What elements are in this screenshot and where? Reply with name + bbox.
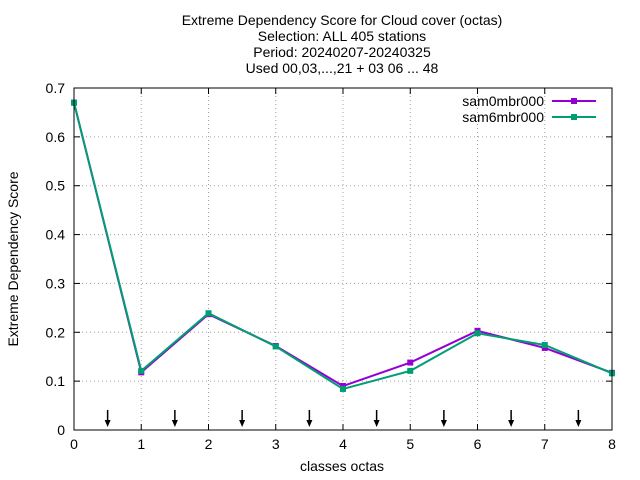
y-tick-label: 0.2 xyxy=(46,324,66,340)
x-tick-label: 5 xyxy=(406,436,414,452)
legend-label: sam6mbr000 xyxy=(462,109,544,125)
arrow-marker xyxy=(171,410,178,427)
data-point xyxy=(340,385,346,392)
data-point xyxy=(407,359,414,366)
arrow-marker xyxy=(508,410,515,427)
x-tick-label: 1 xyxy=(137,436,145,452)
y-tick-label: 0.5 xyxy=(46,178,66,194)
y-tick-label: 0.3 xyxy=(46,275,66,291)
y-axis-ticks: 0 0.1 0.2 0.3 0.4 0.5 0.6 0.7 xyxy=(46,80,612,438)
chart-title: Extreme Dependency Score for Cloud cover… xyxy=(182,12,503,76)
plot-border xyxy=(73,87,613,431)
y-tick-label: 0.7 xyxy=(46,80,66,96)
legend-marker xyxy=(571,114,577,120)
data-point xyxy=(272,343,279,350)
x-tick-label: 0 xyxy=(70,436,78,452)
arrow-marker xyxy=(440,410,447,427)
x-tick-label: 8 xyxy=(608,436,616,452)
legend-marker xyxy=(571,98,577,104)
arrow-markers xyxy=(104,410,582,427)
y-tick-label: 0.6 xyxy=(46,129,66,145)
data-point xyxy=(407,367,414,374)
y-axis-label: Extreme Dependency Score xyxy=(5,171,21,346)
series-line xyxy=(73,102,613,391)
series-group xyxy=(71,99,615,392)
arrow-marker xyxy=(373,410,380,427)
title-line-1: Extreme Dependency Score for Cloud cover… xyxy=(182,12,503,28)
arrow-marker xyxy=(306,410,313,427)
x-tick-label: 6 xyxy=(474,436,482,452)
data-point xyxy=(205,310,212,317)
y-tick-label: 0.1 xyxy=(46,373,66,389)
title-line-4: Used 00,03,...,21 + 03 06 ... 48 xyxy=(246,60,439,76)
title-line-3: Period: 20240207-20240325 xyxy=(253,44,431,60)
grid xyxy=(74,88,612,430)
x-tick-label: 2 xyxy=(205,436,213,452)
x-axis-ticks: 0 1 2 3 4 5 6 7 8 xyxy=(70,88,616,452)
x-tick-label: 4 xyxy=(339,436,347,452)
y-tick-label: 0.4 xyxy=(46,227,66,243)
y-tick-label: 0 xyxy=(57,422,65,438)
data-point xyxy=(541,341,548,348)
x-tick-label: 3 xyxy=(272,436,280,452)
title-line-2: Selection: ALL 405 stations xyxy=(258,28,426,44)
legend-label: sam0mbr000 xyxy=(462,93,544,109)
arrow-marker xyxy=(104,410,111,427)
x-tick-label: 7 xyxy=(541,436,549,452)
data-point xyxy=(474,330,481,337)
data-point xyxy=(138,367,145,374)
x-axis-label: classes octas xyxy=(300,458,384,474)
arrow-marker xyxy=(575,410,582,427)
arrow-marker xyxy=(239,410,246,427)
